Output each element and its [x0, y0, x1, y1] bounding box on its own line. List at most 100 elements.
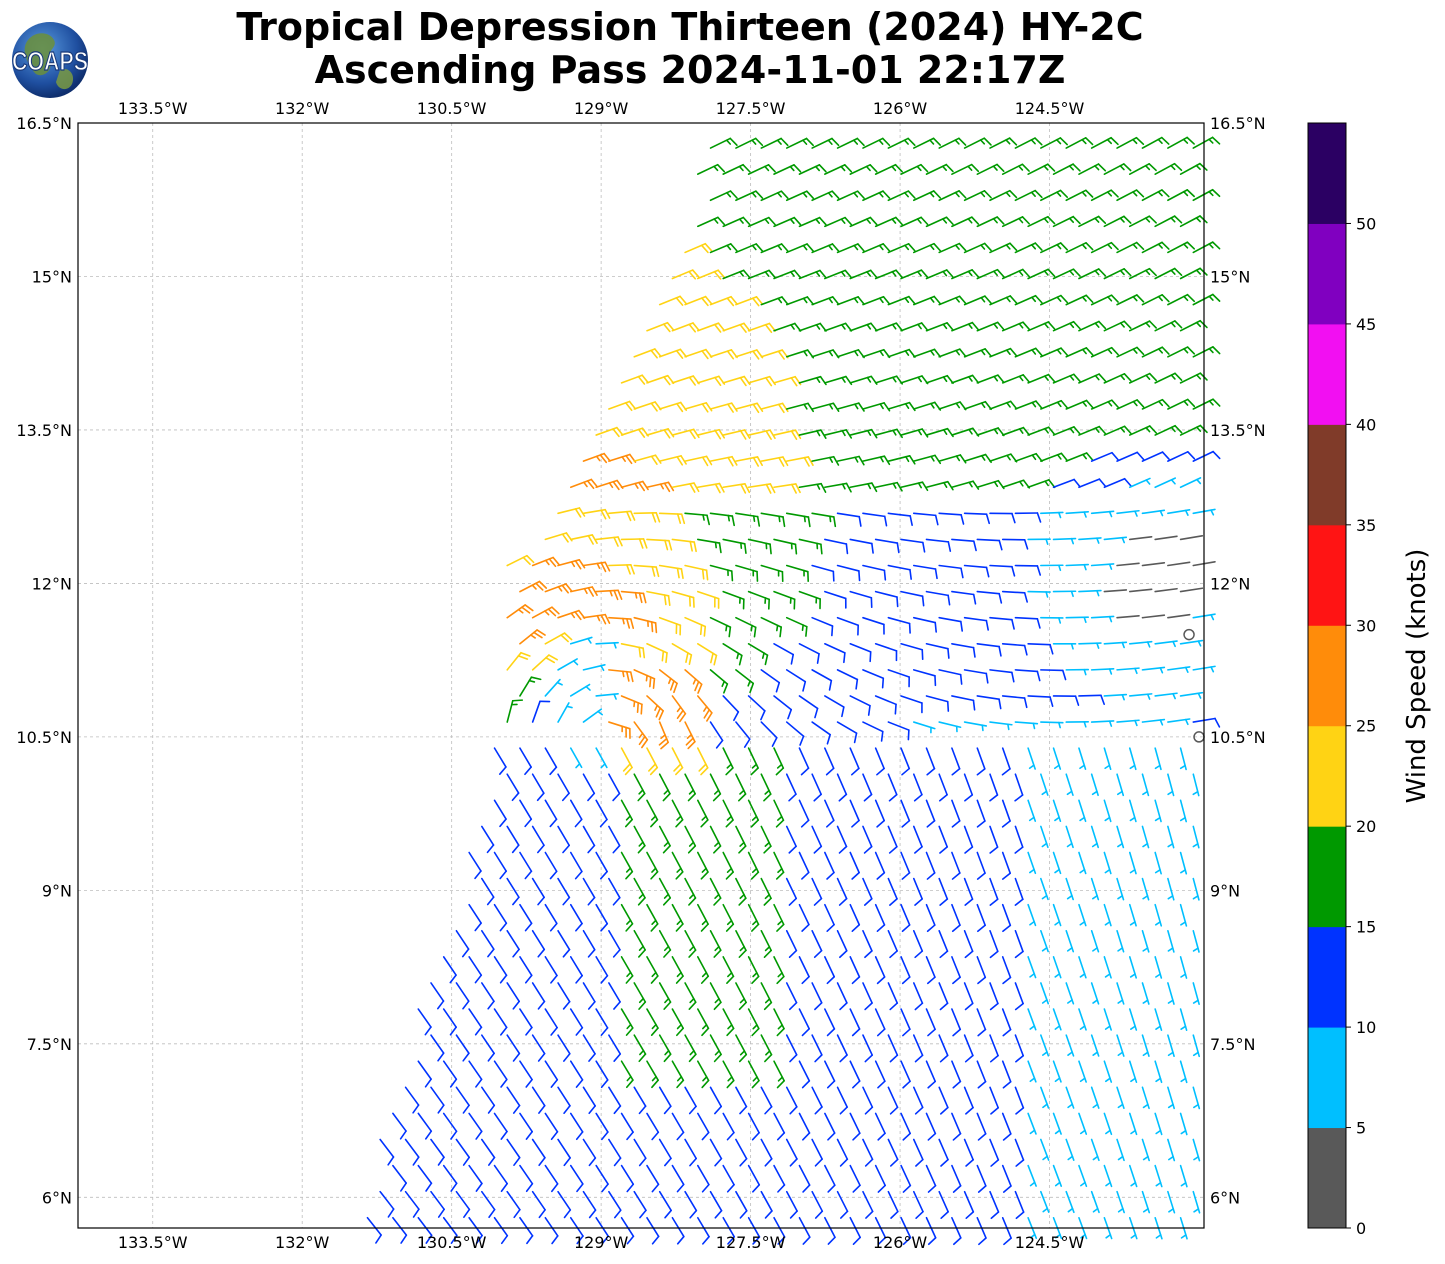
- wind-barb: [976, 956, 987, 985]
- wind-barb: [569, 1112, 584, 1141]
- wind-barb: [696, 695, 713, 722]
- wind-barb: [989, 400, 1018, 410]
- wind-barb: [468, 1164, 483, 1192]
- wind-barb: [963, 400, 992, 411]
- wind-barb: [862, 877, 873, 906]
- wind-barb: [862, 402, 891, 412]
- lat-tick-label-left: 16.5°N: [16, 114, 72, 133]
- wind-barb: [785, 512, 811, 528]
- wind-barb: [836, 1138, 849, 1167]
- wind-barb: [1090, 825, 1100, 849]
- wind-barb: [1027, 1060, 1037, 1083]
- wind-barb: [658, 1138, 672, 1167]
- wind-barb: [1192, 982, 1200, 1005]
- wind-barb: [1040, 929, 1049, 953]
- wind-barb: [798, 1112, 811, 1141]
- wind-barb: [747, 538, 772, 555]
- wind-barb: [785, 825, 797, 854]
- wind-barb: [747, 375, 776, 387]
- wind-barb: [506, 1086, 521, 1114]
- wind-barb: [1128, 425, 1158, 436]
- wind-barb: [1040, 399, 1069, 410]
- wind-barb: [646, 321, 675, 333]
- wind-barb: [1192, 1086, 1201, 1110]
- wind-barb: [1154, 1112, 1163, 1136]
- wind-barb: [722, 851, 734, 880]
- wind-barb: [874, 216, 903, 228]
- wind-barb: [658, 348, 688, 359]
- wind-barb: [1116, 1138, 1125, 1162]
- wind-barb: [1001, 479, 1031, 489]
- wind-barb: [773, 322, 802, 332]
- wind-barb: [747, 747, 759, 776]
- wind-barb: [481, 825, 495, 854]
- colorbar: 0 5 10 15 20 25 30 35 40 45 50: [1307, 122, 1376, 1238]
- wind-barb: [976, 1008, 987, 1037]
- wind-barb: [1014, 347, 1043, 358]
- wind-barb: [1154, 1164, 1163, 1188]
- wind-barb: [696, 269, 726, 280]
- wind-barb: [1103, 589, 1128, 593]
- wind-barb: [658, 1086, 672, 1115]
- wind-barb: [595, 641, 619, 649]
- wind-barb: [493, 956, 508, 984]
- wind-barb: [1116, 929, 1125, 953]
- wind-barb: [773, 216, 802, 228]
- wind-barb: [1078, 478, 1107, 489]
- wind-barb: [557, 609, 586, 621]
- wind-barb: [989, 1086, 999, 1115]
- wind-barb: [1014, 616, 1041, 629]
- wind-barb: [620, 1112, 634, 1141]
- wind-barb: [544, 747, 558, 776]
- wind-barb: [595, 956, 609, 984]
- wind-barb: [442, 956, 457, 984]
- wind-barb: [824, 269, 853, 280]
- wind-barb: [569, 1060, 584, 1088]
- wind-barb: [557, 982, 571, 1010]
- colorbar-bin: [1308, 323, 1346, 425]
- wind-barb: [1154, 267, 1183, 280]
- wind-barb: [1052, 799, 1062, 823]
- wind-barb: [658, 616, 682, 636]
- wind-barb: [620, 538, 648, 549]
- wind-barb: [887, 877, 898, 906]
- wind-barb: [646, 747, 659, 776]
- wind-barb: [671, 428, 700, 440]
- wind-barb: [671, 1060, 685, 1089]
- wind-barb: [963, 982, 974, 1011]
- wind-barb: [671, 482, 700, 493]
- wind-barb: [1154, 535, 1178, 541]
- wind-barb: [684, 825, 697, 854]
- wind-barb: [951, 747, 961, 776]
- wind-barb: [1141, 666, 1166, 674]
- wind-barb: [976, 163, 1005, 175]
- wind-barb: [849, 799, 860, 828]
- wind-barb: [506, 604, 534, 619]
- wind-barb: [760, 456, 789, 467]
- wind-barb: [900, 1112, 911, 1141]
- wind-barb: [989, 616, 1015, 630]
- wind-barb: [989, 721, 1013, 731]
- wind-barb: [912, 295, 942, 306]
- wind-barb: [1103, 1060, 1113, 1083]
- wind-barb: [646, 481, 675, 493]
- wind-barb: [1078, 268, 1107, 280]
- wind-barb: [709, 721, 724, 749]
- wind-barb: [608, 564, 635, 575]
- wind-barb: [785, 137, 814, 149]
- wind-barb: [1052, 642, 1077, 650]
- wind-barb: [887, 512, 913, 526]
- wind-barb: [392, 1112, 407, 1140]
- wind-barb: [811, 243, 840, 254]
- wind-barb: [887, 564, 912, 580]
- colorbar-tick-label: 15: [1356, 918, 1376, 937]
- wind-barb: [1154, 477, 1177, 489]
- wind-barb: [608, 877, 621, 906]
- wind-barb: [1167, 613, 1191, 619]
- wind-barb: [696, 903, 709, 932]
- wind-barb: [582, 1190, 597, 1219]
- wind-barb: [1090, 241, 1119, 254]
- wind-barb: [1192, 241, 1221, 254]
- colorbar-tick-label: 45: [1356, 315, 1376, 334]
- wind-barb: [735, 1138, 748, 1167]
